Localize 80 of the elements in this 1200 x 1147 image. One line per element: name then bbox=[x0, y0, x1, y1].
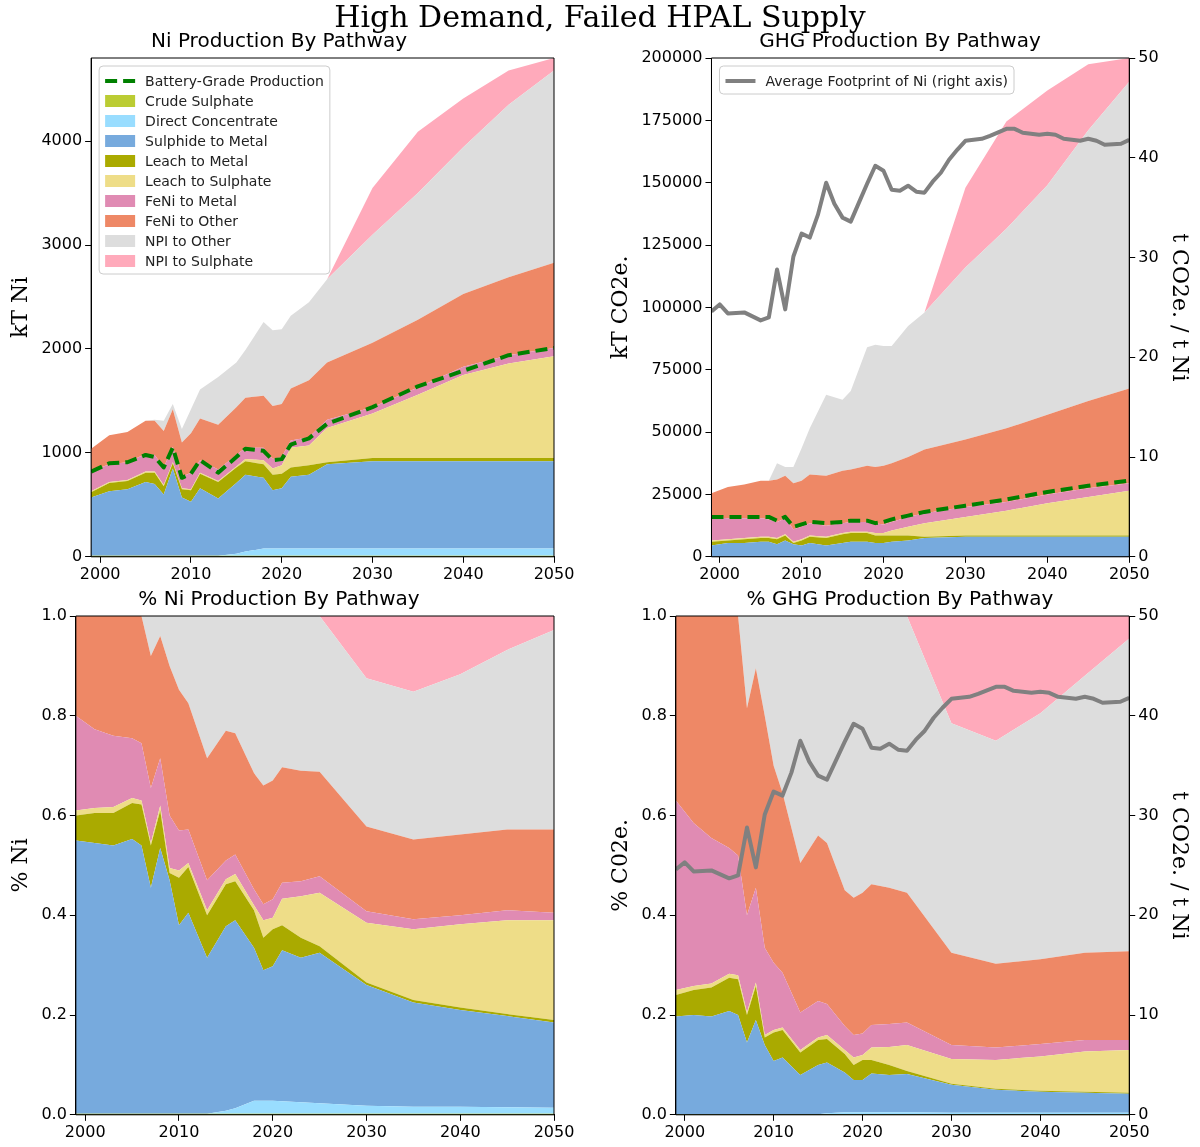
x-tick-label: 2030 bbox=[931, 1121, 972, 1141]
legend-label: FeNi to Metal bbox=[145, 192, 237, 209]
y-tick-label: 125000 bbox=[641, 234, 703, 254]
y2-tick-label: 30 bbox=[1138, 804, 1159, 824]
y-tick-label: 25000 bbox=[651, 483, 703, 503]
legend-label: Battery-Grade Production bbox=[145, 72, 324, 89]
y-tick-label: 0.6 bbox=[641, 804, 667, 824]
y-tick-label: 0.8 bbox=[641, 704, 667, 724]
legend-label: Average Footprint of Ni (right axis) bbox=[765, 72, 1009, 89]
y-tick-label: 0 bbox=[692, 545, 703, 565]
y-tick-label: 0.4 bbox=[641, 904, 667, 924]
y2-tick-label: 20 bbox=[1138, 346, 1159, 366]
x-tick-label: 2050 bbox=[1108, 563, 1150, 583]
x-tick-label: 2000 bbox=[699, 563, 741, 583]
y2-tick-label: 0 bbox=[1138, 1103, 1149, 1123]
y2-tick-label: 30 bbox=[1138, 246, 1159, 266]
y2-tick-label: 10 bbox=[1138, 1004, 1159, 1024]
x-tick-label: 2050 bbox=[533, 563, 575, 583]
y-tick-label: 0.2 bbox=[41, 1004, 67, 1024]
legend-label: FeNi to Other bbox=[145, 212, 239, 229]
y2-tick-label: 50 bbox=[1138, 47, 1159, 67]
y2-tick-label: 40 bbox=[1138, 146, 1159, 166]
y2-tick-label: 50 bbox=[1138, 605, 1159, 625]
x-tick-label: 2040 bbox=[1026, 563, 1068, 583]
y-axis-title: kT Ni bbox=[6, 276, 32, 339]
y2-tick-label: 40 bbox=[1138, 704, 1159, 724]
legend-label: Sulphide to Metal bbox=[145, 132, 268, 149]
x-tick-label: 2000 bbox=[79, 563, 121, 583]
y2-tick-label: 20 bbox=[1138, 904, 1159, 924]
legend-label: NPI to Sulphate bbox=[145, 252, 254, 269]
y-tick-label: 4000 bbox=[41, 130, 83, 150]
x-tick-label: 2030 bbox=[945, 563, 986, 583]
y-tick-label: 150000 bbox=[641, 171, 703, 191]
y-tick-label: 0.8 bbox=[41, 704, 67, 724]
y2-tick-label: 10 bbox=[1138, 446, 1159, 466]
x-tick-label: 2040 bbox=[442, 563, 484, 583]
x-tick-label: 2020 bbox=[863, 563, 904, 583]
y-tick-label: 0.4 bbox=[41, 904, 67, 924]
y-tick-label: 0.6 bbox=[41, 804, 67, 824]
y-tick-label: 0.0 bbox=[641, 1103, 667, 1123]
y-tick-label: 0.0 bbox=[41, 1103, 67, 1123]
x-tick-label: 2020 bbox=[261, 563, 303, 583]
x-tick-label: 2000 bbox=[64, 1121, 106, 1141]
y-axis-title: % Ni bbox=[6, 838, 32, 893]
y2-axis-title: t CO2e. / t Ni bbox=[1168, 233, 1194, 382]
y-tick-label: 1.0 bbox=[641, 605, 667, 625]
y-tick-label: 0.2 bbox=[641, 1004, 667, 1024]
x-tick-label: 2020 bbox=[842, 1121, 883, 1141]
x-tick-label: 2020 bbox=[252, 1121, 294, 1141]
x-tick-label: 2010 bbox=[753, 1121, 794, 1141]
x-tick-label: 2010 bbox=[158, 1121, 200, 1141]
y-tick-label: 0 bbox=[71, 545, 83, 565]
x-tick-label: 2010 bbox=[170, 563, 212, 583]
y-tick-label: 175000 bbox=[641, 109, 703, 129]
y2-axis-title: t CO2e. / t Ni bbox=[1168, 791, 1194, 940]
x-tick-label: 2040 bbox=[439, 1121, 481, 1141]
y-axis-title: kT CO2e. bbox=[606, 255, 632, 360]
y-tick-label: 50000 bbox=[651, 421, 703, 441]
y-tick-label: 100000 bbox=[641, 296, 703, 316]
chart-title: % GHG Production By Pathway bbox=[746, 586, 1054, 611]
y-tick-label: 2000 bbox=[41, 338, 83, 358]
x-tick-label: 2050 bbox=[533, 1121, 575, 1141]
y-axis-title: % C02e. bbox=[606, 819, 632, 912]
x-tick-label: 2030 bbox=[346, 1121, 387, 1141]
legend-label: NPI to Other bbox=[145, 232, 232, 249]
x-tick-label: 2010 bbox=[781, 563, 822, 583]
y2-tick-label: 0 bbox=[1138, 545, 1149, 565]
legend-label: Crude Sulphate bbox=[145, 92, 254, 109]
y-tick-label: 3000 bbox=[41, 234, 83, 254]
chart-title: % Ni Production By Pathway bbox=[138, 586, 420, 611]
legend-label: Direct Concentrate bbox=[145, 112, 278, 129]
x-tick-label: 2050 bbox=[1108, 1121, 1150, 1141]
y-tick-label: 1.0 bbox=[41, 605, 67, 625]
legend-label: Leach to Sulphate bbox=[145, 172, 272, 189]
y-tick-label: 200000 bbox=[641, 47, 703, 67]
x-tick-label: 2040 bbox=[1019, 1121, 1061, 1141]
x-tick-label: 2030 bbox=[352, 563, 393, 583]
legend-label: Leach to Metal bbox=[145, 152, 249, 169]
y-tick-label: 1000 bbox=[41, 442, 83, 462]
y-tick-label: 75000 bbox=[651, 358, 703, 378]
